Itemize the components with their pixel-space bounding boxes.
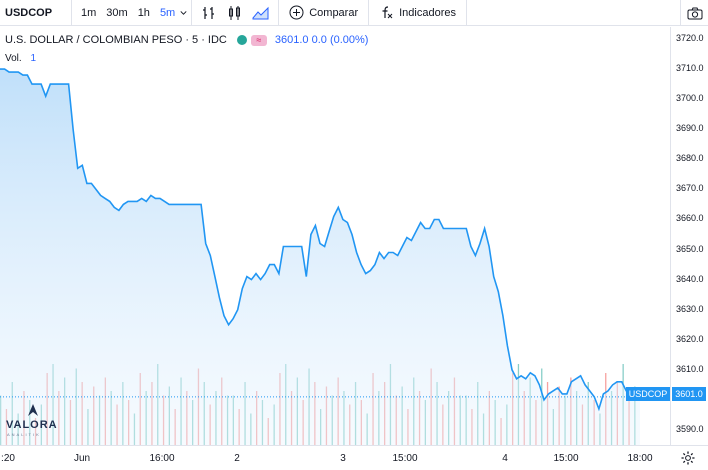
price-tick-label: 3670.0 xyxy=(676,183,704,194)
time-tick-label: :20 xyxy=(1,453,15,464)
bar-chart-icon[interactable] xyxy=(196,0,222,26)
time-tick-label: 18:00 xyxy=(627,453,653,464)
price-chart[interactable] xyxy=(0,27,670,445)
price-tick-label: 3710.0 xyxy=(676,63,704,74)
interval-1m[interactable]: 1m xyxy=(81,6,97,19)
symbol-search[interactable]: USDCOP xyxy=(0,0,72,26)
market-status-icon xyxy=(236,35,247,45)
valora-logo: VALORA ANALITIK xyxy=(6,403,62,441)
time-tick-label: 15:00 xyxy=(392,453,418,464)
toolbar-divider xyxy=(368,0,370,26)
toolbar-divider xyxy=(466,0,467,26)
chart-legend: U.S. DOLLAR / COLOMBIAN PESO · 5 · IDC ≈… xyxy=(5,34,368,46)
price-tick-label: 3700.0 xyxy=(676,93,704,104)
legend-ohlc: 3601.0 0.0 (0.00%) xyxy=(274,34,369,46)
logo-subtitle: ANALITIK xyxy=(7,432,41,437)
compare-label: Comparar xyxy=(309,6,359,19)
chart-toolbar: USDCOP 1m 30m 1h 5m Comparar Indicadores xyxy=(0,0,708,26)
interval-5m[interactable]: 5m xyxy=(159,6,176,19)
indicators-label: Indicadores xyxy=(399,6,456,19)
toolbar-divider xyxy=(278,0,280,26)
logo-mark-icon xyxy=(28,404,38,416)
price-tick-label: 3640.0 xyxy=(676,273,704,284)
price-tick-label: 3620.0 xyxy=(676,333,704,344)
volume-label: Vol. xyxy=(5,53,22,64)
interval-1h[interactable]: 1h xyxy=(137,6,150,19)
price-line xyxy=(0,68,641,412)
time-tick-label: 16:00 xyxy=(149,453,175,464)
approx-icon: ≈ xyxy=(250,34,267,46)
chevron-down-icon[interactable] xyxy=(180,0,193,26)
time-tick-label: 2 xyxy=(234,453,240,464)
price-area xyxy=(0,69,640,445)
time-tick-label: Jun xyxy=(73,453,91,464)
price-tick-label: 3720.0 xyxy=(676,33,704,44)
price-tick-label: 3660.0 xyxy=(676,213,704,224)
legend-title: U.S. DOLLAR / COLOMBIAN PESO · 5 · IDC xyxy=(5,34,227,46)
price-axis[interactable]: 3720.0 3710.0 3700.0 3690.0 3680.0 3670.0 3660… xyxy=(670,27,708,445)
price-tick-label: 3690.0 xyxy=(676,123,704,134)
current-price-label: 3601.0 xyxy=(672,387,706,401)
volume-value: 1 xyxy=(30,53,37,64)
price-tick-label: 3610.0 xyxy=(676,363,704,374)
time-tick-label: 15:00 xyxy=(553,453,579,464)
price-tick-label: 3590.0 xyxy=(676,423,704,434)
function-icon xyxy=(382,6,393,19)
price-tick-label: 3630.0 xyxy=(676,303,704,314)
time-tick-label: 4 xyxy=(502,453,508,464)
indicators-button[interactable]: Indicadores xyxy=(373,0,462,26)
candlestick-icon[interactable] xyxy=(222,0,248,26)
area-chart-icon[interactable] xyxy=(248,0,274,26)
price-tick-label: 3650.0 xyxy=(676,243,704,254)
compare-button[interactable]: Comparar xyxy=(283,0,364,26)
price-tick-label: 3680.0 xyxy=(676,153,704,164)
time-axis[interactable]: :20 Jun 16:00 2 3 15:00 4 15:00 18:00 xyxy=(0,445,708,470)
plus-circle-icon xyxy=(289,5,304,20)
time-tick-label: 3 xyxy=(340,453,346,464)
logo-name: VALORA xyxy=(6,419,58,431)
interval-30m[interactable]: 30m xyxy=(106,6,128,19)
gear-icon[interactable] xyxy=(680,450,698,466)
volume-legend: Vol. 1 xyxy=(5,53,36,64)
camera-icon[interactable] xyxy=(680,0,708,26)
symbol-price-label: USDCOP xyxy=(626,387,670,401)
